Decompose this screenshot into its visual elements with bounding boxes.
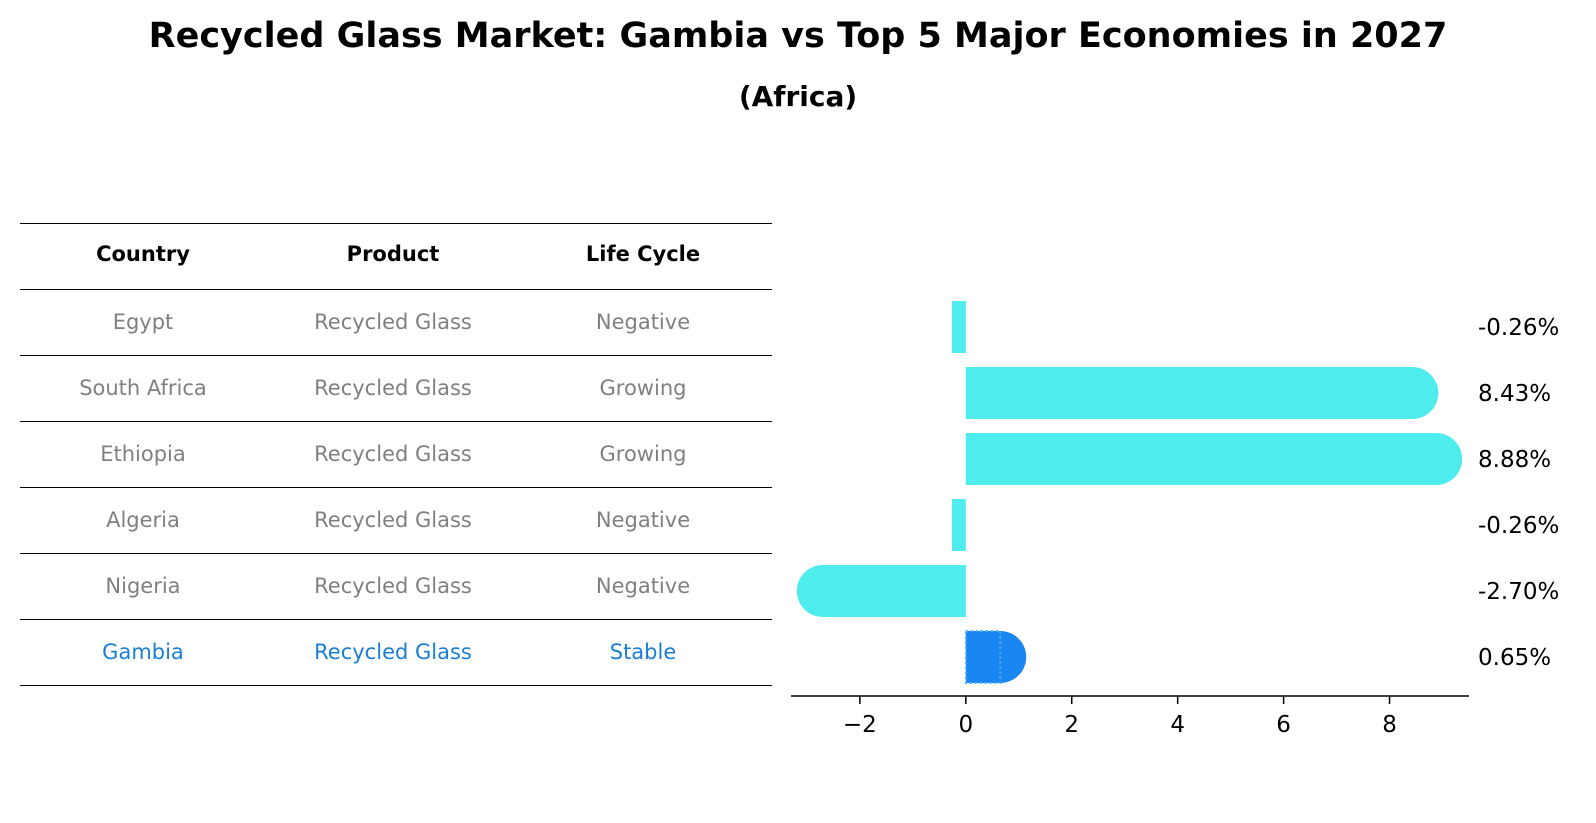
table-divider — [20, 487, 772, 488]
x-tick-label: −2 — [843, 712, 877, 738]
table-cell: Algeria — [106, 508, 180, 532]
table-header-cell: Life Cycle — [585, 242, 701, 266]
table-cell: Recycled Glass — [314, 310, 472, 334]
bar-algeria — [952, 499, 966, 551]
table-cell: Recycled Glass — [314, 376, 472, 400]
data-label: 8.43% — [1478, 381, 1551, 407]
table-cell: Growing — [599, 442, 687, 466]
table-divider — [20, 685, 772, 686]
table-cell: South Africa — [79, 376, 207, 400]
bar-south-africa — [965, 367, 1439, 419]
table-cell: Recycled Glass — [314, 640, 472, 664]
table-divider — [20, 223, 772, 224]
x-tick-label: 2 — [1064, 712, 1079, 738]
data-label: 0.65% — [1478, 645, 1551, 671]
table-cell: Negative — [595, 310, 691, 334]
bar-gambia — [965, 631, 1027, 683]
x-tick-label: 6 — [1276, 712, 1291, 738]
x-tick-label: 0 — [958, 712, 973, 738]
data-label: -2.70% — [1478, 579, 1559, 605]
table-cell: Stable — [609, 640, 677, 664]
bar-nigeria — [796, 565, 966, 617]
table-cell: Nigeria — [105, 574, 181, 598]
table-header-cell: Country — [96, 242, 190, 266]
table-cell: Negative — [595, 574, 691, 598]
table-cell: Ethiopia — [100, 442, 186, 466]
table-cell: Gambia — [102, 640, 184, 664]
table-divider — [20, 289, 772, 290]
table-cell: Egypt — [112, 310, 174, 334]
table-cell: Recycled Glass — [314, 508, 472, 532]
data-label: -0.26% — [1478, 315, 1559, 341]
bar-egypt — [952, 301, 966, 353]
x-tick-label: 4 — [1170, 712, 1185, 738]
table-cell: Recycled Glass — [314, 442, 472, 466]
table-cell: Growing — [599, 376, 687, 400]
data-label: -0.26% — [1478, 513, 1559, 539]
table-header-cell: Product — [346, 242, 440, 266]
table-divider — [20, 553, 772, 554]
table-cell: Negative — [595, 508, 691, 532]
data-label: 8.88% — [1478, 447, 1551, 473]
x-tick-label: 8 — [1382, 712, 1397, 738]
bar-highlight-outline — [964, 630, 1002, 684]
table-divider — [20, 619, 772, 620]
table-divider — [20, 421, 772, 422]
bar-ethiopia — [965, 433, 1463, 485]
chart-title: Recycled Glass Market: Gambia vs Top 5 M… — [148, 16, 1448, 56]
chart-subtitle: (Africa) — [738, 80, 858, 113]
table-divider — [20, 355, 772, 356]
table-cell: Recycled Glass — [314, 574, 472, 598]
